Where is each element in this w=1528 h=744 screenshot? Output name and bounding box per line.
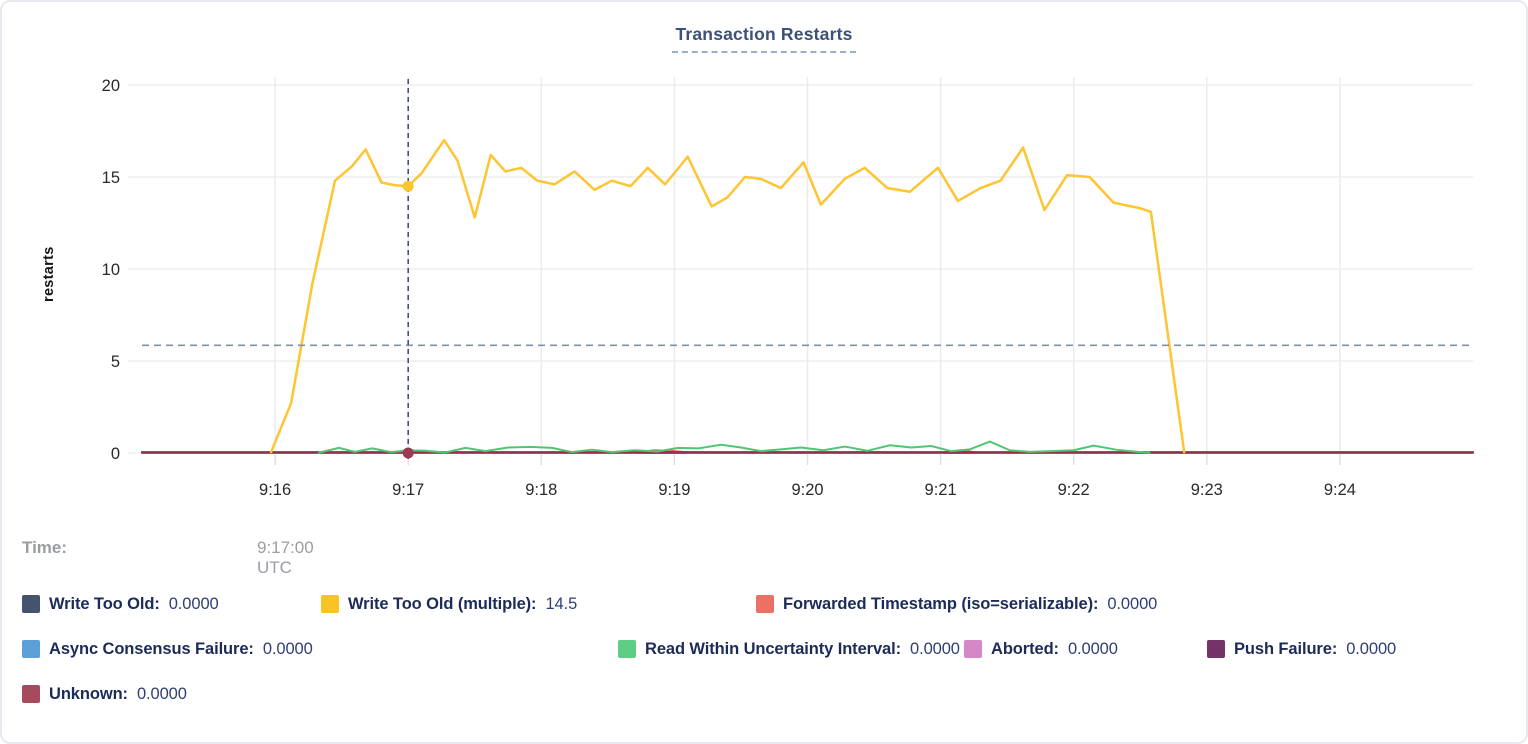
legend-swatch bbox=[22, 685, 40, 703]
legend-item-write-too-old-multiple: Write Too Old (multiple): 14.5 bbox=[321, 592, 577, 616]
legend-swatch bbox=[964, 640, 982, 658]
x-tick-label: 9:17 bbox=[392, 481, 424, 499]
legend-value: 0.0000 bbox=[1067, 639, 1118, 658]
x-tick-label: 9:16 bbox=[259, 481, 291, 499]
x-tick-label: 9:20 bbox=[791, 481, 823, 499]
chart-plot-area[interactable]: 0 5 10 15 20 9:16 9:17 9:18 9:19 9:20 9:21 9:22 9:23… bbox=[2, 2, 1528, 522]
legend-value: 0.0000 bbox=[136, 684, 187, 703]
chart-title[interactable]: Transaction Restarts bbox=[672, 24, 856, 53]
legend-label: Push Failure: bbox=[1234, 639, 1338, 658]
legend-swatch bbox=[1207, 640, 1225, 658]
time-value: 9:17:00 UTC bbox=[257, 538, 314, 577]
legend-label: Async Consensus Failure: bbox=[49, 639, 254, 658]
legend-item-read-within-uncertainty-interval: Read Within Uncertainty Interval: 0.0000 bbox=[618, 637, 960, 661]
legend-item-async-consensus-failure: Async Consensus Failure: 0.0000 bbox=[22, 637, 313, 661]
legend-value: 0.0000 bbox=[262, 639, 313, 658]
x-tick-label: 9:21 bbox=[925, 481, 957, 499]
legend-item-forwarded-timestamp: Forwarded Timestamp (iso=serializable): … bbox=[756, 592, 1157, 616]
legend-swatch bbox=[618, 640, 636, 658]
legend-value: 0.0000 bbox=[1107, 594, 1158, 613]
legend-item-write-too-old: Write Too Old: 0.0000 bbox=[22, 592, 219, 616]
legend-item-unknown: Unknown: 0.0000 bbox=[22, 682, 187, 706]
legend-label: Forwarded Timestamp (iso=serializable): bbox=[783, 594, 1099, 613]
y-tick-label: 10 bbox=[102, 261, 120, 279]
legend-value: 14.5 bbox=[545, 594, 578, 613]
legend-label: Aborted: bbox=[991, 639, 1059, 658]
x-tick-label: 9:23 bbox=[1191, 481, 1223, 499]
legend-item-push-failure: Push Failure: 0.0000 bbox=[1207, 637, 1396, 661]
y-tick-label: 0 bbox=[111, 445, 120, 463]
time-label: Time: bbox=[22, 538, 68, 557]
y-tick-label: 5 bbox=[111, 353, 120, 371]
legend-swatch bbox=[756, 595, 774, 613]
legend-label: Write Too Old (multiple): bbox=[348, 594, 537, 613]
y-tick-label: 20 bbox=[102, 77, 120, 95]
x-tick-label: 9:24 bbox=[1324, 481, 1356, 499]
x-tick-label: 9:22 bbox=[1058, 481, 1090, 499]
legend-value: 0.0000 bbox=[168, 594, 219, 613]
x-tick-label: 9:19 bbox=[658, 481, 690, 499]
legend-label: Unknown: bbox=[49, 684, 128, 703]
y-tick-label: 15 bbox=[102, 169, 120, 187]
legend-item-aborted: Aborted: 0.0000 bbox=[964, 637, 1118, 661]
legend-value: 0.0000 bbox=[910, 639, 960, 658]
legend-swatch bbox=[321, 595, 339, 613]
chart-header: Transaction Restarts bbox=[2, 24, 1526, 53]
hover-point-dot bbox=[402, 180, 414, 192]
x-tick-label: 9:18 bbox=[525, 481, 557, 499]
legend-label: Write Too Old: bbox=[49, 594, 160, 613]
legend-label: Read Within Uncertainty Interval: bbox=[645, 639, 902, 658]
series-line-read-within-uncertainty-interval bbox=[318, 440, 1151, 454]
legend-swatch bbox=[22, 640, 40, 658]
hover-point-dot bbox=[402, 447, 414, 459]
legend-swatch bbox=[22, 595, 40, 613]
legend-value: 0.0000 bbox=[1346, 639, 1397, 658]
